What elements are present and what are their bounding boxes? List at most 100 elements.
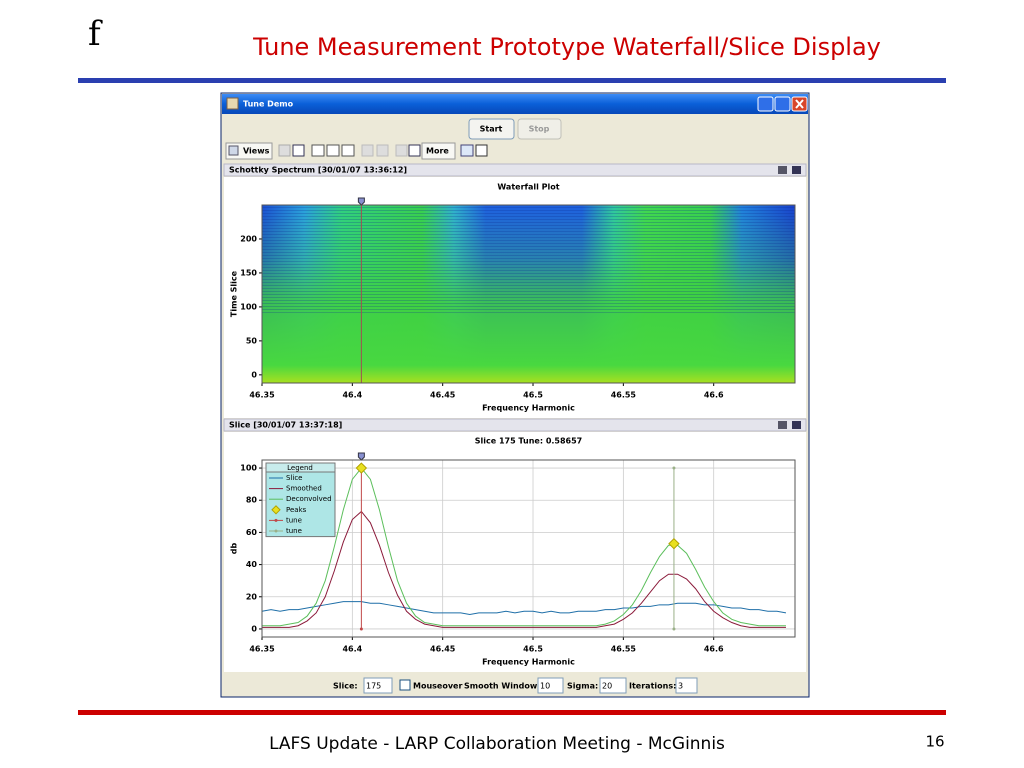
smooth-input[interactable] bbox=[537, 677, 564, 694]
iterations-input[interactable] bbox=[675, 677, 698, 694]
control-label: Slice: bbox=[333, 682, 358, 691]
mouseover-checkbox[interactable] bbox=[399, 679, 411, 691]
sigma-input[interactable] bbox=[599, 677, 627, 694]
control-value: 20 bbox=[602, 682, 612, 691]
y-tick-label: 100 bbox=[240, 464, 257, 473]
legend-swatch bbox=[271, 505, 281, 515]
panel-icon[interactable] bbox=[792, 421, 801, 429]
minimize-button[interactable] bbox=[757, 96, 774, 112]
y-tick-label: 0 bbox=[251, 370, 257, 379]
legend-swatch bbox=[274, 529, 278, 533]
x-tick-label: 46.6 bbox=[704, 391, 724, 400]
tool-icon[interactable] bbox=[278, 144, 291, 157]
views-label: Views bbox=[243, 147, 270, 156]
tool-icon[interactable] bbox=[376, 144, 389, 157]
tool-icon[interactable] bbox=[326, 144, 340, 157]
tool-icon[interactable] bbox=[341, 144, 355, 157]
y-tick-label: 20 bbox=[246, 592, 258, 601]
x-tick-label: 46.55 bbox=[611, 391, 637, 400]
series-line bbox=[262, 510, 786, 628]
top-rule bbox=[78, 78, 946, 83]
legend-label: Deconvolved bbox=[286, 495, 332, 503]
control-label: Sigma: bbox=[567, 682, 598, 691]
control-value: 175 bbox=[366, 682, 381, 691]
panel-icon[interactable] bbox=[778, 421, 787, 429]
y-tick-label: 0 bbox=[251, 624, 257, 633]
print-icon[interactable] bbox=[475, 144, 488, 157]
plot-frame bbox=[261, 459, 796, 638]
y-axis-label: Time Slice bbox=[230, 270, 239, 317]
y-tick-label: 80 bbox=[246, 496, 258, 505]
waterfall-texture bbox=[262, 205, 795, 315]
control-label: Mouseover bbox=[413, 682, 462, 691]
bottom-rule bbox=[78, 710, 946, 715]
panel-icon[interactable] bbox=[792, 166, 801, 174]
tool-icon[interactable] bbox=[361, 144, 374, 157]
control-value: 3 bbox=[678, 682, 683, 691]
x-tick-label: 46.5 bbox=[523, 391, 543, 400]
more-button[interactable] bbox=[421, 142, 456, 160]
toolbar bbox=[224, 142, 806, 161]
marker-handle bbox=[357, 197, 365, 206]
y-tick-label: 40 bbox=[246, 560, 258, 569]
x-tick-label: 46.45 bbox=[430, 645, 456, 654]
stop-button[interactable] bbox=[517, 118, 562, 140]
control-label: Smooth Window bbox=[464, 682, 538, 691]
x-tick-label: 46.35 bbox=[249, 645, 275, 654]
tool-icon[interactable] bbox=[311, 144, 325, 157]
series-line bbox=[262, 467, 786, 627]
legend-header bbox=[265, 462, 336, 473]
y-tick-label: 60 bbox=[246, 528, 258, 537]
control-value: 10 bbox=[540, 682, 550, 691]
stop-label: Stop bbox=[529, 125, 550, 134]
panel-title: Slice [30/01/07 13:37:18] bbox=[229, 421, 342, 430]
series-line bbox=[261, 601, 787, 615]
panel-header bbox=[223, 418, 807, 432]
logo: f bbox=[88, 14, 103, 54]
y-tick-label: 50 bbox=[246, 336, 258, 345]
peak bbox=[668, 537, 680, 550]
legend-swatch bbox=[274, 518, 278, 522]
legend-label: Peaks bbox=[286, 506, 307, 514]
x-tick-label: 46.6 bbox=[704, 645, 724, 654]
chart-title: Slice 175 Tune: 0.58657 bbox=[475, 437, 583, 446]
footer: LAFS Update - LARP Collaboration Meeting… bbox=[269, 734, 725, 754]
panel-icon[interactable] bbox=[778, 166, 787, 174]
tool-icon[interactable] bbox=[460, 144, 474, 157]
legend-label: tune bbox=[286, 516, 302, 524]
x-tick-label: 46.45 bbox=[430, 391, 456, 400]
tool-icon[interactable] bbox=[395, 144, 408, 157]
views-icon bbox=[228, 145, 239, 156]
maximize-button[interactable] bbox=[774, 96, 791, 112]
x-tick-label: 46.4 bbox=[342, 391, 362, 400]
page-number: 16 bbox=[925, 733, 944, 751]
tool-icon[interactable] bbox=[292, 144, 305, 157]
y-tick-label: 150 bbox=[240, 268, 257, 277]
control-label: Iterations: bbox=[629, 682, 676, 691]
tool-icon[interactable] bbox=[408, 144, 421, 157]
y-tick-label: 200 bbox=[240, 234, 257, 243]
slide-title: Tune Measurement Prototype Waterfall/Sli… bbox=[252, 33, 881, 61]
x-tick-label: 46.4 bbox=[342, 645, 362, 654]
title-bar bbox=[222, 94, 808, 114]
more-label: More bbox=[426, 147, 449, 156]
legend-title: Legend bbox=[287, 464, 313, 472]
start-button[interactable] bbox=[468, 118, 515, 140]
slice-input[interactable] bbox=[363, 677, 393, 694]
x-tick-label: 46.55 bbox=[611, 645, 637, 654]
window-title: Tune Demo bbox=[243, 100, 294, 109]
tune-end bbox=[672, 466, 676, 470]
panel-title: Schottky Spectrum [30/01/07 13:36:12] bbox=[229, 166, 407, 175]
legend-label: Slice bbox=[286, 474, 303, 482]
peak bbox=[355, 462, 368, 474]
x-axis-label: Frequency Harmonic bbox=[482, 658, 575, 667]
y-axis-label: db bbox=[230, 543, 239, 555]
plot-frame bbox=[261, 204, 796, 384]
x-axis-label: Frequency Harmonic bbox=[482, 404, 575, 413]
close-icon bbox=[795, 99, 804, 109]
x-tick-label: 46.35 bbox=[249, 391, 275, 400]
x-tick-label: 46.5 bbox=[523, 645, 543, 654]
tune-end bbox=[359, 627, 363, 631]
